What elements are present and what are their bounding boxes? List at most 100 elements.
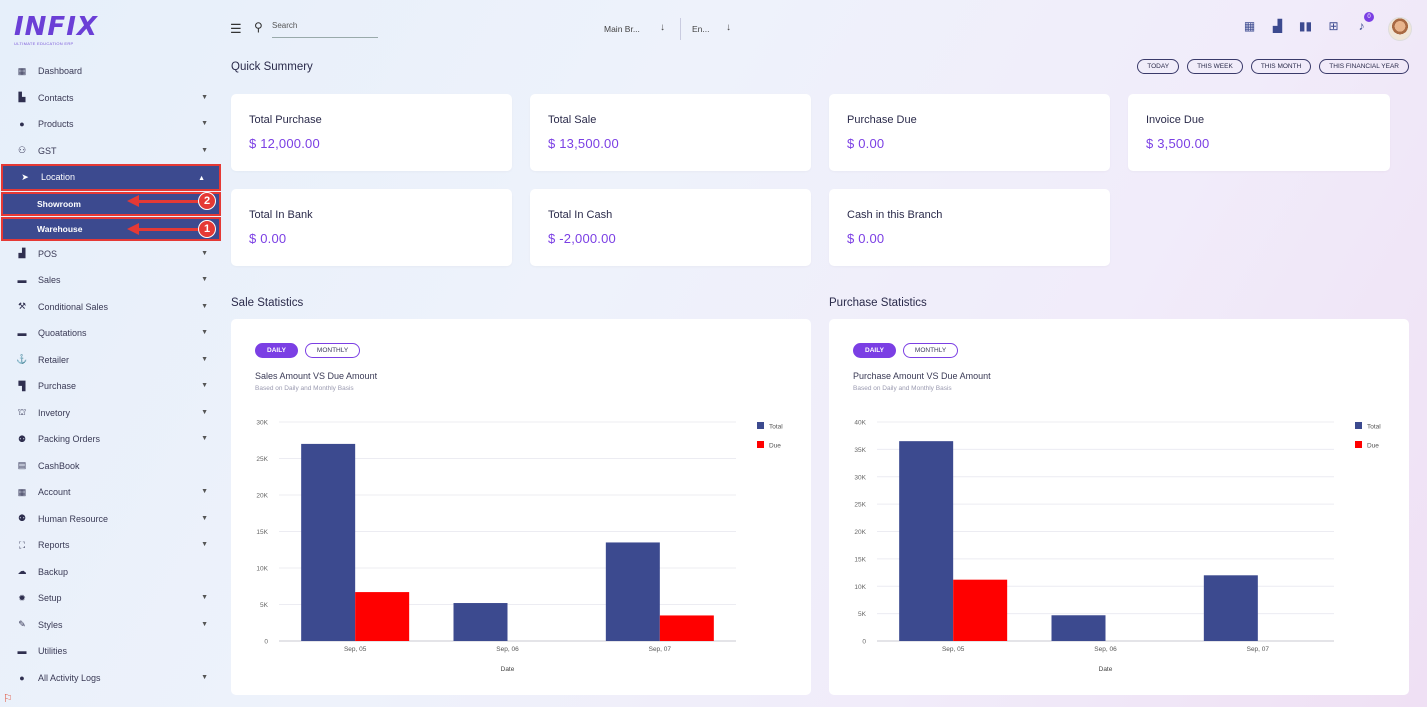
y-tick-label: 25K [256, 456, 268, 463]
chevron-down-icon: ▼ [201, 93, 208, 101]
bar-total [301, 443, 356, 641]
sidebar-item-label: Backup [38, 566, 69, 577]
cashbook-icon: ▤ [17, 460, 27, 471]
chart-title: Purchase Amount VS Due Amount [853, 371, 991, 381]
sidebar-item-packing-orders[interactable]: ⚉ Packing Orders ▼ [0, 426, 222, 453]
purchase-chart: 0 5K 10K 15K 20K 25K 30K 35K 40K Sep, 05 Sep, 06 Se… [854, 420, 1381, 674]
sales-icon: ▬ [17, 275, 27, 286]
sidebar-item-conditional-sales[interactable]: ⚒ Conditional Sales ▼ [0, 294, 222, 321]
y-tick-label: 10K [854, 584, 866, 591]
sidebar-item-label: Styles [38, 619, 63, 630]
sidebar-nav: ▦ Dashboard ▙ Contacts ▼ ● Products ▼ ⚇ GST ▼ ➤ Loca… [0, 58, 222, 691]
utilities-icon: ▬ [17, 646, 27, 657]
chart-subtitle: Based on Daily and Monthly Basis [255, 385, 354, 392]
purchase-statistics-title: Purchase Statistics [829, 297, 927, 309]
period-this-week-button[interactable]: THIS WEEK [1187, 59, 1243, 74]
chart-subtitle: Based on Daily and Monthly Basis [853, 385, 952, 392]
arrow-down-icon[interactable]: ↓ [726, 22, 731, 33]
language-select[interactable]: En... [692, 24, 710, 34]
chevron-down-icon: ▼ [201, 514, 208, 522]
sidebar-item-quoatations[interactable]: ▬ Quoatations ▼ [0, 320, 222, 347]
y-tick-label: 30K [256, 420, 268, 427]
tab-daily[interactable]: DAILY [853, 343, 896, 358]
bar-total [1051, 615, 1106, 641]
cash-register-icon[interactable]: ▟ [1272, 18, 1283, 33]
sidebar-item-backup[interactable]: ☁ Backup [0, 559, 222, 586]
card-label: Total Sale [548, 114, 597, 126]
legend-swatch [1355, 422, 1362, 429]
book-icon[interactable]: ▮▮ [1298, 18, 1313, 33]
sidebar-item-gst[interactable]: ⚇ GST ▼ [0, 138, 222, 165]
tab-daily[interactable]: DAILY [255, 343, 298, 358]
y-tick-label: 35K [854, 447, 866, 454]
x-tick-label: Sep, 05 [344, 646, 367, 653]
notification-badge: 0 [1364, 12, 1374, 22]
annotation-badge: 2 [198, 192, 216, 210]
sidebar-item-label: CashBook [38, 460, 80, 471]
arrow-down-icon[interactable]: ↓ [660, 22, 665, 33]
chevron-down-icon: ▼ [201, 302, 208, 310]
branch-select[interactable]: Main Br... [604, 24, 640, 34]
y-tick-label: 25K [854, 502, 866, 509]
chevron-down-icon: ▼ [201, 488, 208, 495]
sale-statistics-title: Sale Statistics [231, 297, 304, 309]
info-icon: ● [19, 672, 25, 683]
contacts-icon: ▙ [18, 92, 26, 103]
location-arrow-icon: ➤ [21, 171, 29, 182]
sidebar-item-styles[interactable]: ✎ Styles ▼ [0, 612, 222, 639]
period-today-button[interactable]: TODAY [1137, 59, 1180, 74]
calculator-icon[interactable]: ▦ [1243, 18, 1256, 33]
avatar[interactable] [1388, 17, 1412, 41]
sidebar-item-setup[interactable]: ✹ Setup ▼ [0, 585, 222, 612]
sidebar-item-reports[interactable]: ⛶ Reports ▼ [0, 532, 222, 559]
chevron-up-icon: ▲ [198, 175, 205, 182]
sidebar-item-products[interactable]: ● Products ▼ [0, 111, 222, 138]
chevron-down-icon: ▼ [201, 594, 208, 601]
search-icon[interactable]: ⚲ [254, 20, 263, 34]
inventory-icon: ⛫ [17, 406, 27, 417]
bar-total [1203, 575, 1258, 641]
quick-summary-title: Quick Summery [231, 61, 313, 73]
hamburger-menu-icon[interactable]: ☰ [230, 21, 242, 36]
bell-icon[interactable]: ♪ 0 [1354, 12, 1374, 33]
period-this-financial-year-button[interactable]: THIS FINANCIAL YEAR [1319, 59, 1409, 74]
sidebar-item-contacts[interactable]: ▙ Contacts ▼ [0, 85, 222, 112]
grid-icon: ▦ [17, 65, 27, 76]
y-tick-label: 40K [854, 420, 866, 427]
annotation-arrow-head [127, 195, 139, 207]
sidebar-item-all-activity-logs[interactable]: ● All Activity Logs ▼ [0, 665, 222, 692]
sidebar-subitem-showroom[interactable]: Showroom [1, 191, 221, 216]
sidebar-item-cashbook[interactable]: ▤ CashBook [0, 453, 222, 480]
card-value: $ -2,000.00 [548, 231, 616, 246]
sidebar-item-location[interactable]: ➤ Location ▲ [1, 164, 221, 191]
app-logo[interactable]: INFIX ULTIMATE EDUCATION ERP [14, 14, 97, 48]
sidebar-item-label: Packing Orders [38, 434, 101, 445]
top-bar: ☰ ⚲ Main Br... ↓ En... ↓ ▦ ▟ ▮▮ ⊞ ♪0 [222, 0, 1427, 50]
sidebar-item-label: Dashboard [38, 66, 83, 77]
sidebar-item-pos[interactable]: ▟ POS ▼ [0, 241, 222, 268]
sidebar-item-retailer[interactable]: ⚓ Retailer ▼ [0, 347, 222, 374]
plus-square-icon[interactable]: ⊞ [1328, 18, 1339, 33]
sidebar-item-account[interactable]: ▦ Account ▼ [0, 479, 222, 506]
tab-monthly[interactable]: MONTHLY [902, 343, 959, 358]
sidebar-item-dashboard[interactable]: ▦ Dashboard [0, 58, 222, 85]
sidebar-item-label: Account [38, 487, 71, 498]
annotation-arrow-line [138, 200, 200, 203]
sidebar-item-human-resource[interactable]: ⚉ Human Resource ▼ [0, 506, 222, 533]
tab-monthly[interactable]: MONTHLY [304, 343, 361, 358]
sidebar-item-sales[interactable]: ▬ Sales ▼ [0, 267, 222, 294]
card-label: Invoice Due [1146, 114, 1205, 126]
sidebar-item-label: All Activity Logs [38, 672, 101, 683]
legend-label: Total [1367, 424, 1381, 431]
pos-icon: ▟ [18, 248, 26, 259]
search-input[interactable] [272, 21, 378, 38]
cloud-icon: ☁ [17, 566, 27, 577]
sidebar-item-label: POS [38, 248, 58, 259]
sidebar-item-utilities[interactable]: ▬ Utilities [0, 638, 222, 665]
sidebar-item-purchase[interactable]: ▜ Purchase ▼ [0, 373, 222, 400]
sidebar-item-invetory[interactable]: ⛫ Invetory ▼ [0, 400, 222, 427]
y-tick-label: 15K [256, 529, 268, 536]
laravel-icon: ⚐ [3, 693, 13, 705]
legend-swatch [757, 441, 764, 448]
period-this-month-button[interactable]: THIS MONTH [1250, 59, 1312, 74]
